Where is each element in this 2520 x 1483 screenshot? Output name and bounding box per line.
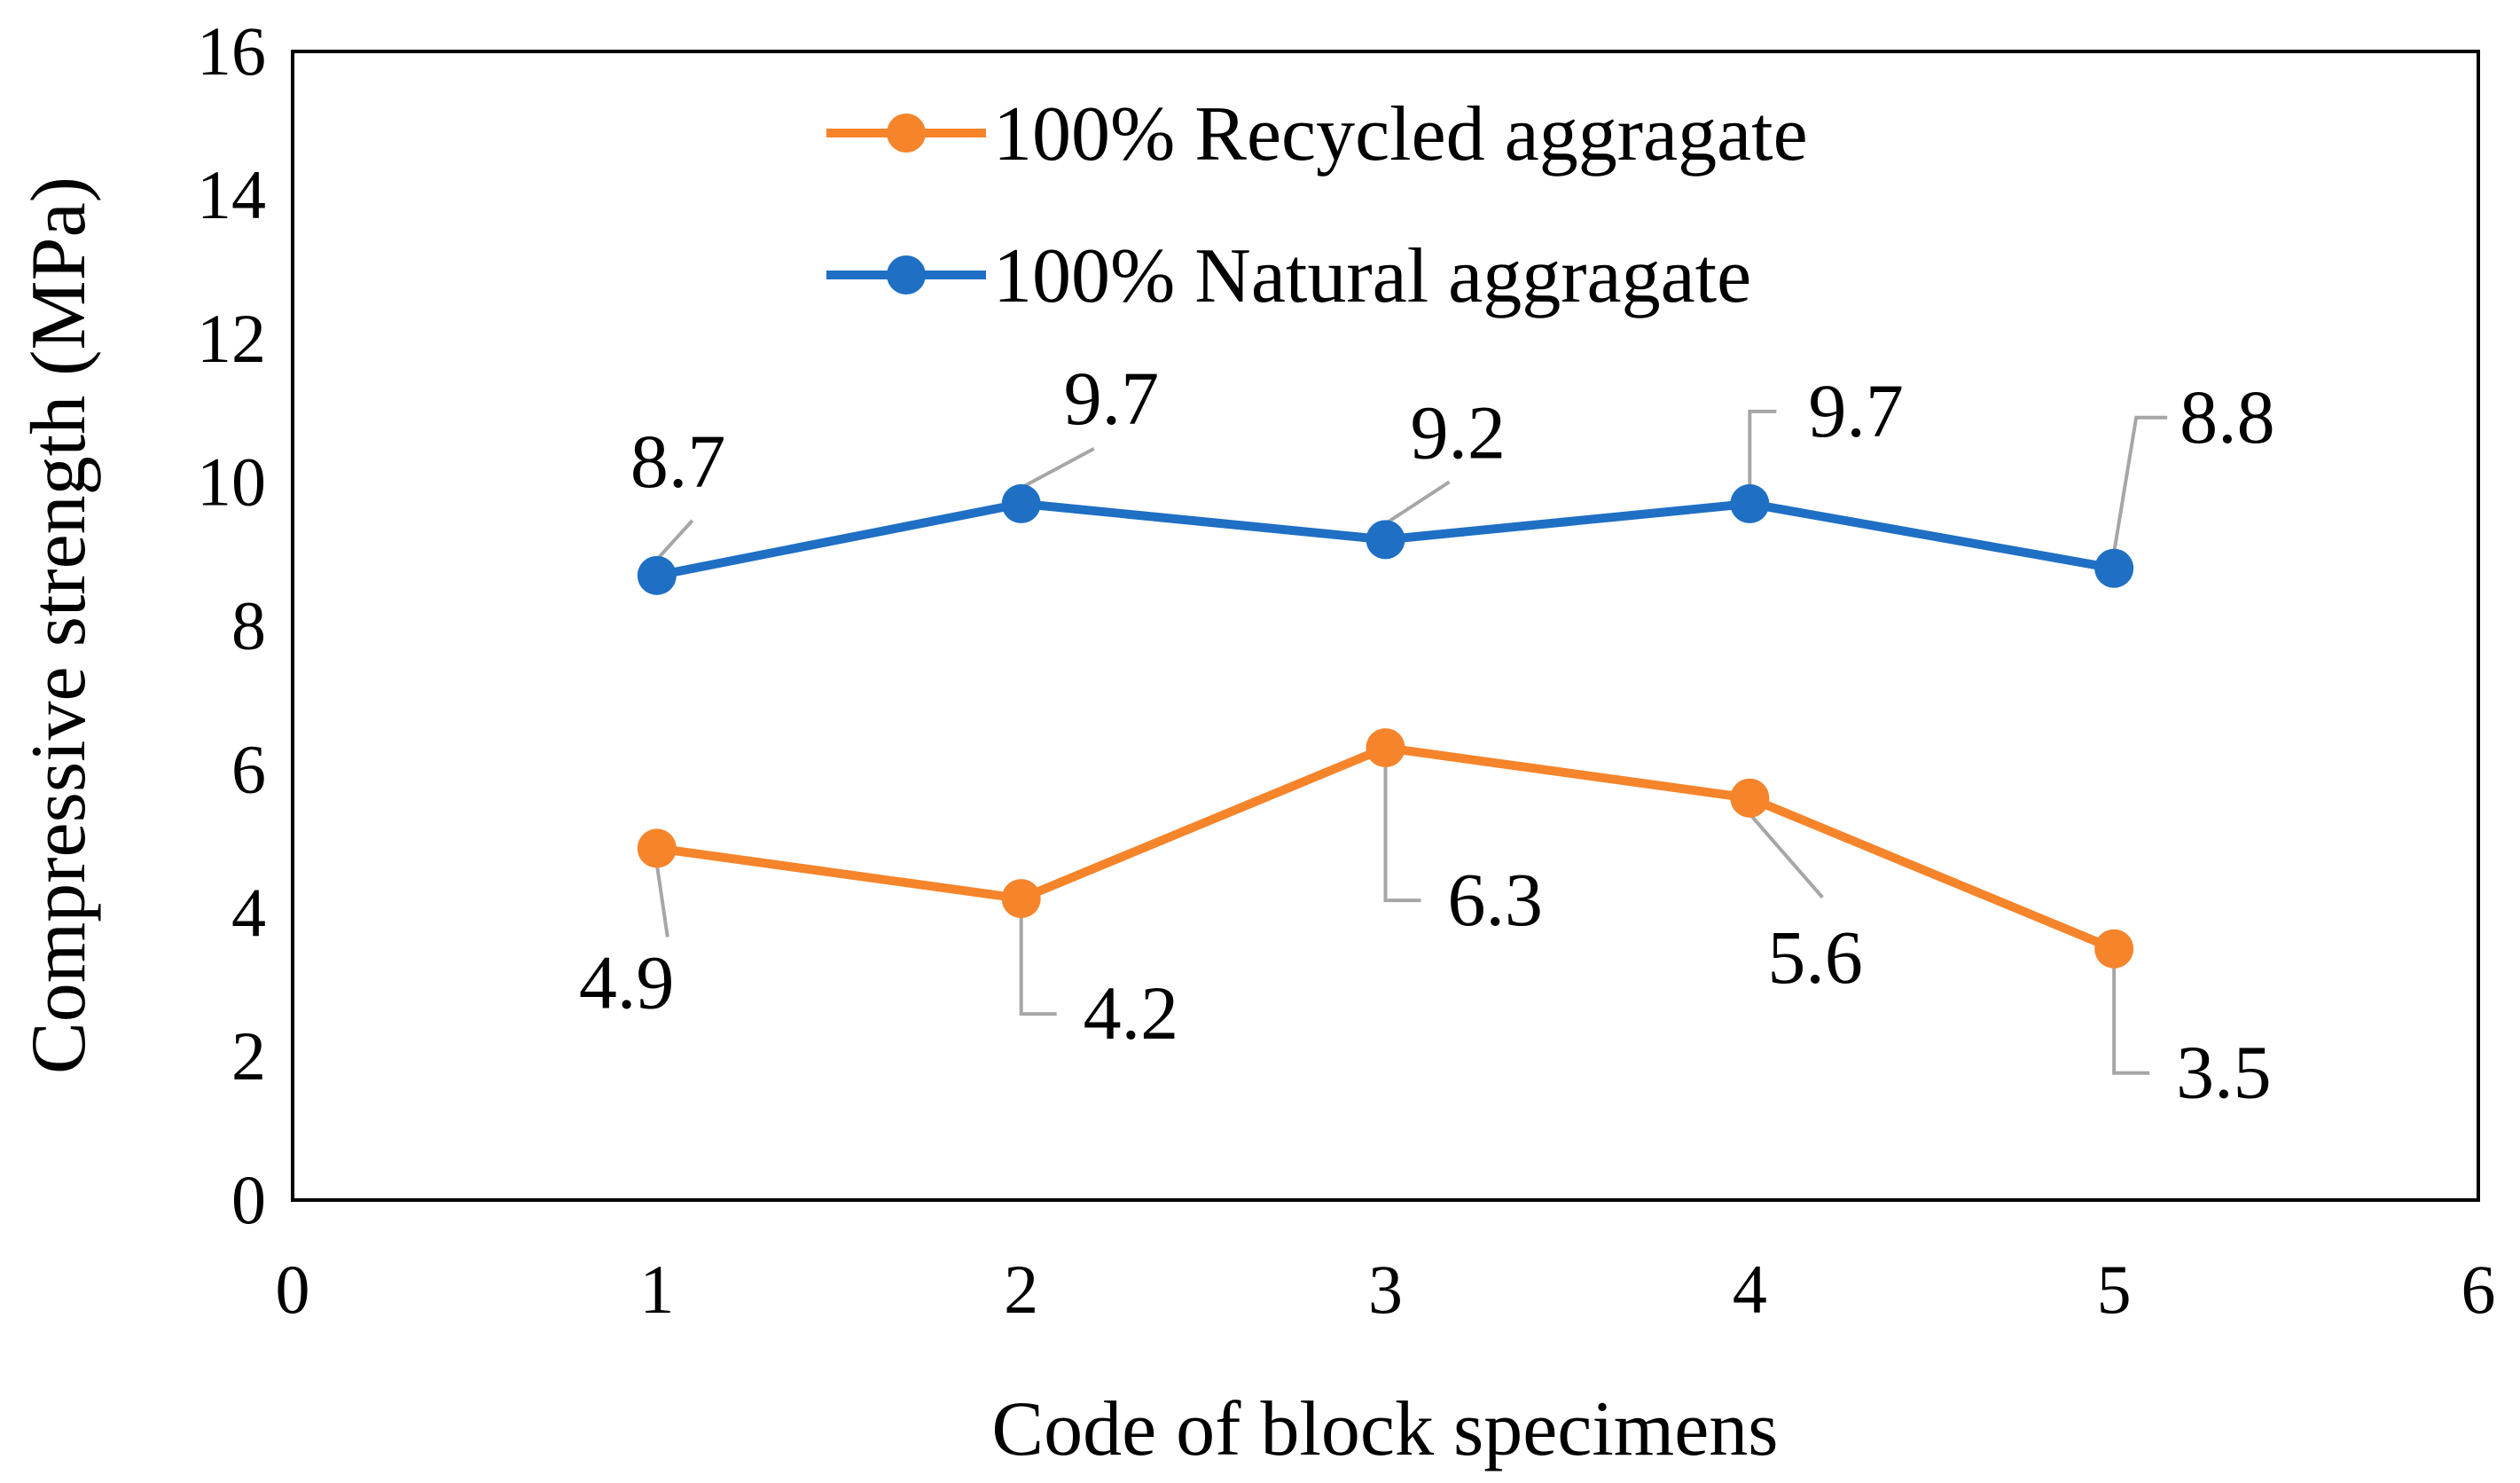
x-tick-label-6: 6 bbox=[2461, 1251, 2496, 1328]
y-tick-label-8: 8 bbox=[231, 587, 266, 664]
legend-item-recycled: 100% Recycled aggragate bbox=[826, 91, 1808, 177]
y-tick-label-16: 16 bbox=[197, 12, 266, 90]
leader-line-recycled-3 bbox=[1383, 764, 1421, 903]
y-tick-label-12: 12 bbox=[197, 300, 266, 377]
data-label-natural-3: 9.2 bbox=[1411, 389, 1507, 475]
data-label-recycled-1: 4.9 bbox=[579, 939, 675, 1024]
y-tick-label-6: 6 bbox=[231, 730, 266, 807]
data-point-natural-5 bbox=[2094, 548, 2134, 588]
data-point-natural-1 bbox=[637, 555, 677, 595]
leader-line-natural-1 bbox=[655, 519, 694, 561]
x-tick-label-0: 0 bbox=[276, 1251, 310, 1328]
leader-line-recycled-4 bbox=[1748, 812, 1824, 899]
data-point-recycled-1 bbox=[637, 828, 677, 868]
leader-line-recycled-2 bbox=[1019, 914, 1057, 1016]
data-label-leaders bbox=[654, 409, 2168, 1075]
data-label-natural-5: 8.8 bbox=[2180, 374, 2275, 459]
data-label-natural-2: 9.7 bbox=[1064, 356, 1160, 441]
legend-label-natural: 100% Natural aggragate bbox=[993, 233, 1751, 319]
leader-line-natural-5 bbox=[2112, 415, 2168, 553]
y-tick-label-2: 2 bbox=[231, 1017, 266, 1095]
y-tick-label-4: 4 bbox=[231, 874, 266, 951]
x-tick-label-3: 3 bbox=[1368, 1251, 1403, 1328]
leader-line-natural-4 bbox=[1748, 409, 1777, 488]
series-points bbox=[637, 483, 2134, 969]
y-axis-ticks: 0 2 4 6 8 10 12 14 16 bbox=[197, 12, 266, 1238]
plot-area-border bbox=[291, 50, 2480, 1202]
x-axis-ticks: 0 1 2 3 4 5 6 bbox=[276, 1251, 2496, 1328]
data-label-recycled-3: 6.3 bbox=[1448, 857, 1544, 942]
x-tick-label-5: 5 bbox=[2097, 1251, 2132, 1328]
leader-line-recycled-1 bbox=[654, 864, 669, 938]
legend-item-natural: 100% Natural aggragate bbox=[826, 233, 1751, 319]
data-point-recycled-3 bbox=[1366, 728, 1405, 768]
y-tick-label-10: 10 bbox=[197, 443, 266, 521]
data-point-natural-3 bbox=[1366, 520, 1405, 560]
y-tick-label-14: 14 bbox=[197, 156, 266, 233]
data-point-recycled-5 bbox=[2094, 929, 2134, 969]
x-tick-label-4: 4 bbox=[1733, 1251, 1767, 1328]
x-tick-label-1: 1 bbox=[639, 1251, 674, 1328]
x-axis-title: Code of block specimens bbox=[991, 1386, 1778, 1472]
data-label-recycled-2: 4.2 bbox=[1084, 970, 1179, 1055]
data-labels: 4.9 4.2 6.3 5.6 3.5 8.7 9.7 9.2 9.7 8.8 bbox=[579, 356, 2275, 1115]
data-label-natural-4: 9.7 bbox=[1808, 368, 1904, 453]
leader-line-recycled-5 bbox=[2112, 964, 2150, 1075]
legend-label-recycled: 100% Recycled aggragate bbox=[993, 91, 1808, 177]
data-point-natural-2 bbox=[1001, 483, 1041, 523]
leader-line-natural-2 bbox=[1020, 447, 1095, 490]
legend-marker-natural bbox=[887, 255, 926, 294]
legend: 100% Recycled aggragate 100% Natural agg… bbox=[826, 91, 1808, 319]
data-label-natural-1: 8.7 bbox=[630, 419, 726, 504]
data-label-recycled-4: 5.6 bbox=[1767, 914, 1863, 1000]
data-point-recycled-4 bbox=[1730, 778, 1770, 818]
leader-line-natural-3 bbox=[1384, 480, 1451, 526]
legend-marker-recycled bbox=[887, 114, 926, 153]
y-axis-title: Compressive strength (MPa) bbox=[16, 177, 102, 1074]
x-tick-label-2: 2 bbox=[1004, 1251, 1038, 1328]
data-point-recycled-2 bbox=[1001, 879, 1041, 919]
y-tick-label-0: 0 bbox=[231, 1161, 266, 1238]
data-point-natural-4 bbox=[1730, 483, 1770, 523]
data-label-recycled-5: 3.5 bbox=[2176, 1030, 2272, 1115]
